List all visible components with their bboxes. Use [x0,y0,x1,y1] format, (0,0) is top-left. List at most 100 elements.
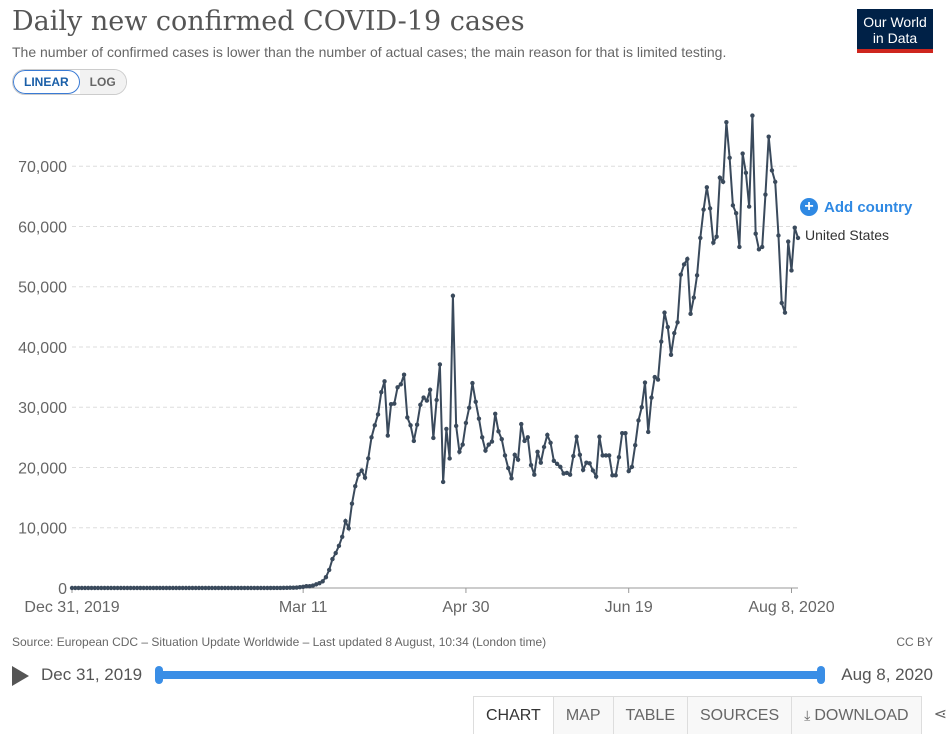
data-point [610,473,615,478]
y-tick-label: 40,000 [18,340,67,357]
data-point [593,474,599,479]
data-point [450,293,456,298]
data-point [95,585,101,591]
data-point [151,585,156,591]
data-point [453,423,459,429]
data-point [795,235,801,241]
logo-line-1: Our World [863,14,927,30]
data-point [366,456,371,461]
data-point [382,379,387,384]
data-point [779,300,784,306]
data-point [694,273,700,278]
data-point [235,585,241,591]
tab-table[interactable]: TABLE [614,697,688,734]
data-point [639,405,644,410]
tab-sources[interactable]: SOURCES [688,697,793,734]
series-line-united-states [72,115,799,589]
data-point [128,585,133,591]
data-point [362,475,368,480]
data-point [157,585,163,591]
data-point [180,585,185,591]
data-point [112,585,117,591]
data-point [379,389,384,395]
y-tick-label: 70,000 [18,159,67,176]
data-point [564,470,570,476]
license-link[interactable]: CC BY [896,635,933,649]
data-point [737,244,742,250]
data-point [375,412,381,417]
play-icon[interactable] [12,666,29,686]
data-point [522,438,527,444]
data-point [633,442,638,448]
data-point [82,585,88,591]
data-point [287,585,293,590]
data-point [173,585,179,591]
data-point [320,579,325,584]
data-point [278,585,283,591]
data-point [714,234,719,239]
data-point [724,120,729,125]
data-point [623,430,628,436]
data-point [424,398,430,403]
tab-chart[interactable]: CHART [474,697,554,734]
data-point [483,448,488,453]
data-point [711,240,716,245]
data-point [196,585,202,591]
data-point [730,203,736,208]
x-tick-label: Mar 11 [279,599,328,616]
data-point [294,585,299,590]
data-point [629,464,635,470]
data-point [463,420,469,426]
data-point [707,206,713,211]
data-point [727,155,732,160]
data-point [773,179,778,185]
linear-scale-button[interactable]: LINEAR [13,70,80,94]
data-point [502,453,508,458]
data-point [206,585,211,591]
data-point [79,585,84,591]
log-scale-button[interactable]: LOG [79,70,126,94]
data-point [776,233,781,238]
data-point [307,583,312,589]
data-point [600,453,605,458]
data-point [69,585,75,591]
tab-download[interactable]: ⤓ DOWNLOAD [792,697,922,734]
data-point [528,462,534,468]
data-point [792,225,797,230]
data-point [613,473,618,478]
tab-map[interactable]: MAP [554,697,614,734]
data-point [274,585,280,591]
data-point [392,401,397,406]
data-point [512,452,517,458]
timeline-track[interactable] [159,671,821,679]
share-icon[interactable]: ⋖ [933,706,947,723]
data-point [649,395,654,400]
timeline-start-handle[interactable] [155,666,163,684]
data-point [356,472,361,477]
data-point [414,422,420,427]
data-point [558,464,563,470]
data-point [551,458,557,464]
data-point [603,453,609,458]
timeline-end-label: Aug 8, 2020 [841,665,933,684]
view-tabs: CHART MAP TABLE SOURCES ⤓ DOWNLOAD [473,696,922,734]
data-point [763,192,768,197]
series-label-united-states[interactable]: United States [805,227,890,243]
data-point [164,585,169,591]
y-tick-label: 0 [58,581,67,598]
timeline-end-handle[interactable] [817,666,825,684]
data-point [154,585,159,591]
line-chart: 0 10,000 20,000 30,000 40,000 50,000 60,000 70,… [18,113,835,616]
data-point [476,416,482,421]
owid-logo[interactable]: Our World in Data [857,9,933,53]
data-point [333,550,338,556]
data-point [626,468,631,474]
add-country-button[interactable]: + Add country [800,198,912,216]
data-point [509,476,514,481]
data-point [746,204,752,209]
source-note: Source: European CDC – Situation Update … [12,635,547,649]
scale-toggle: LINEAR LOG [12,69,127,95]
data-point [597,434,602,439]
data-point [668,352,674,358]
data-point [460,442,465,447]
